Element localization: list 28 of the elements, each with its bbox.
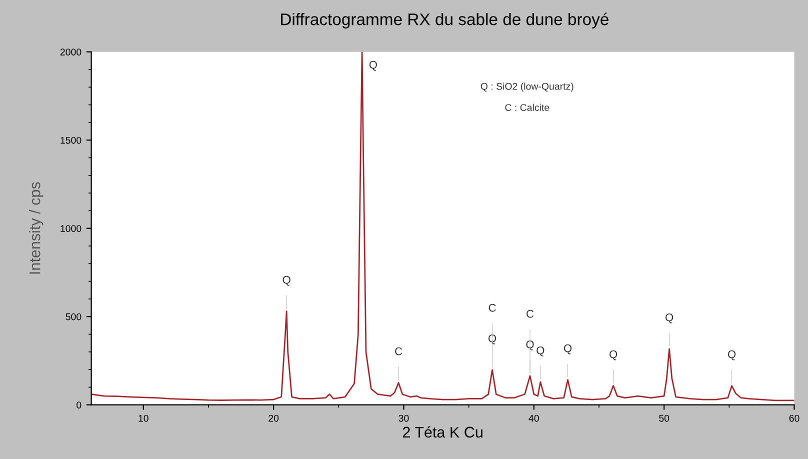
x-tick-label: 60 [789,414,800,422]
annotation: Q [666,313,674,324]
x-axis-title: 2 Téta K Cu [402,426,482,438]
x-tick-label: 50 [659,414,670,422]
annotation: Q : SiO2 (low-Quartz) [480,82,574,92]
line-series [91,52,794,402]
x-tick-label: 30 [398,414,409,422]
y-tick-label: 0 [76,402,82,408]
annotation: Q [536,346,544,356]
y-tick-label: 500 [66,313,82,320]
annotation: Q [526,340,534,350]
chart-title: Diffractogramme RX du sable de dune broyé [281,12,608,29]
y-axis-title: Intensity / cps [29,182,44,274]
annotation: Q [564,344,572,354]
x-tick-label: 20 [268,414,279,422]
annotation: Q [369,60,377,71]
y-tick-label: 2000 [60,48,82,56]
annotation: C : Calcite [505,104,550,111]
annotation: Q [282,276,290,286]
annotation: C [395,347,402,356]
y-tick-label: 1000 [60,225,82,232]
annotation: C [526,310,534,318]
annotation: Q [728,350,736,360]
annotation: C [488,304,496,312]
annotation: Q [610,350,618,360]
x-tick-label: 10 [138,414,148,422]
x-tick-label: 40 [528,414,539,422]
y-tick-label: 1500 [60,136,82,144]
